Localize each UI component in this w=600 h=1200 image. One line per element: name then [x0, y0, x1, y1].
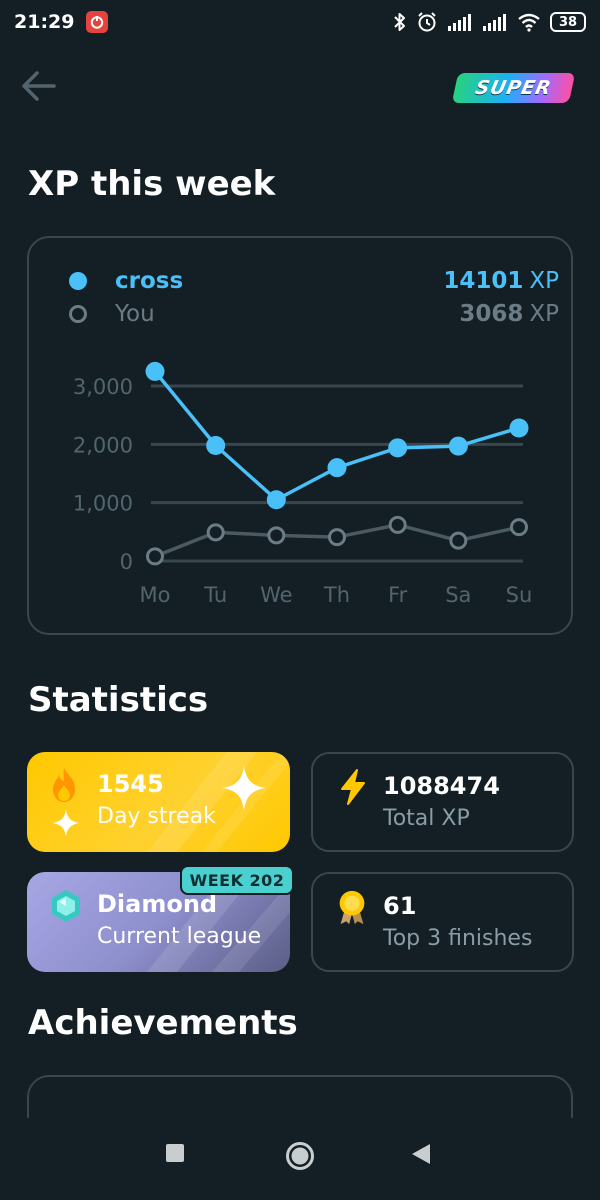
battery-icon: 38: [550, 12, 586, 32]
xp-line-chart: 3,000 2,000 1,000 0 Mo Tu We Th Fr Sa Su: [73, 361, 533, 607]
series-line-cross: [153, 370, 520, 502]
y-tick-label: 1,000: [73, 492, 133, 516]
sparkle-icon: [52, 809, 80, 837]
data-point-cross: [509, 418, 529, 438]
xp-chart-card: cross 14101 XP You 3068 XP 3,000 2,000 1,000…: [27, 236, 573, 635]
x-tick-label: We: [260, 583, 292, 607]
alarm-icon: [418, 12, 436, 32]
achievements-card[interactable]: [27, 1075, 573, 1118]
x-tick-label: Tu: [203, 583, 227, 607]
data-point-you: [267, 526, 286, 545]
legend-you: You 3068 XP: [69, 297, 559, 331]
legend-you-unit: XP: [529, 301, 559, 327]
back-arrow-icon[interactable]: [20, 66, 60, 106]
xp-section-title: XP this week: [28, 164, 276, 204]
total-xp-label: Total XP: [383, 806, 470, 831]
recents-square-icon[interactable]: [164, 1142, 186, 1168]
total-xp-value: 1088474: [383, 772, 500, 800]
signal-icon: [448, 14, 471, 31]
wifi-icon: [518, 13, 540, 32]
status-icons: 38: [393, 11, 586, 33]
legend-you-value: 3068: [459, 301, 524, 327]
data-point-you: [510, 518, 528, 537]
streak-label: Day streak: [97, 804, 216, 829]
stat-card-total-xp[interactable]: 1088474 Total XP: [311, 752, 574, 852]
bluetooth-icon: [394, 13, 405, 31]
streak-card-stripes: [147, 752, 290, 852]
data-point-cross: [448, 436, 468, 456]
legend-cross: cross 14101 XP: [69, 264, 559, 298]
legend-cross-dot: [69, 272, 87, 290]
y-tick-label: 2,000: [73, 433, 133, 457]
x-tick-label: Su: [506, 583, 533, 607]
status-bar: 21:29 38: [0, 0, 600, 44]
data-point-cross: [266, 490, 286, 510]
legend-cross-unit: XP: [529, 268, 559, 294]
signal-icon: [483, 14, 506, 31]
league-card-stripes: [147, 872, 290, 972]
diamond-league-icon: [52, 890, 80, 922]
legend-cross-name: cross: [115, 268, 184, 294]
super-badge-label: SUPER: [473, 77, 554, 99]
app-alert-icon: [86, 11, 109, 33]
data-point-you: [449, 531, 468, 550]
y-tick-label: 3,000: [73, 375, 133, 399]
data-point-you: [206, 523, 225, 542]
legend-cross-value-group: 14101 XP: [443, 268, 559, 294]
x-tick-label: Sa: [445, 583, 471, 607]
system-nav-bar: [0, 1118, 600, 1200]
stat-card-top3[interactable]: 61 Top 3 finishes: [311, 872, 574, 972]
legend-you-dot: [69, 305, 87, 323]
top3-value: 61: [383, 892, 417, 920]
data-point-you: [388, 515, 407, 534]
back-triangle-icon[interactable]: [410, 1142, 432, 1170]
achievements-clip: [0, 1040, 600, 1118]
data-point-cross: [145, 361, 165, 381]
top3-label: Top 3 finishes: [383, 926, 533, 951]
data-point-cross: [388, 438, 408, 458]
achievements-title: Achievements: [28, 1003, 298, 1043]
stat-card-streak[interactable]: 1545 Day streak: [27, 752, 290, 852]
league-label: Current league: [97, 924, 262, 949]
statistics-title: Statistics: [28, 680, 209, 720]
x-tick-label: Fr: [388, 583, 408, 607]
x-tick-label: Th: [323, 583, 350, 607]
super-badge[interactable]: SUPER: [451, 73, 576, 103]
legend-you-value-group: 3068 XP: [459, 301, 559, 327]
sparkle-icon: [222, 766, 266, 810]
fire-icon: [53, 768, 75, 802]
streak-value: 1545: [97, 770, 164, 798]
x-tick-label: Mo: [140, 583, 171, 607]
y-tick-label: 0: [120, 550, 133, 574]
week-badge: WEEK 202: [180, 865, 294, 895]
data-point-you: [146, 547, 164, 566]
status-time: 21:29: [14, 11, 75, 33]
legend-cross-value: 14101: [443, 268, 524, 294]
data-point-cross: [327, 458, 347, 478]
medal-icon: [339, 890, 365, 925]
home-circle-icon[interactable]: [284, 1140, 316, 1176]
lightning-icon: [341, 769, 365, 805]
data-point-cross: [206, 436, 226, 455]
data-point-you: [328, 528, 346, 547]
legend-you-name: You: [115, 301, 155, 327]
